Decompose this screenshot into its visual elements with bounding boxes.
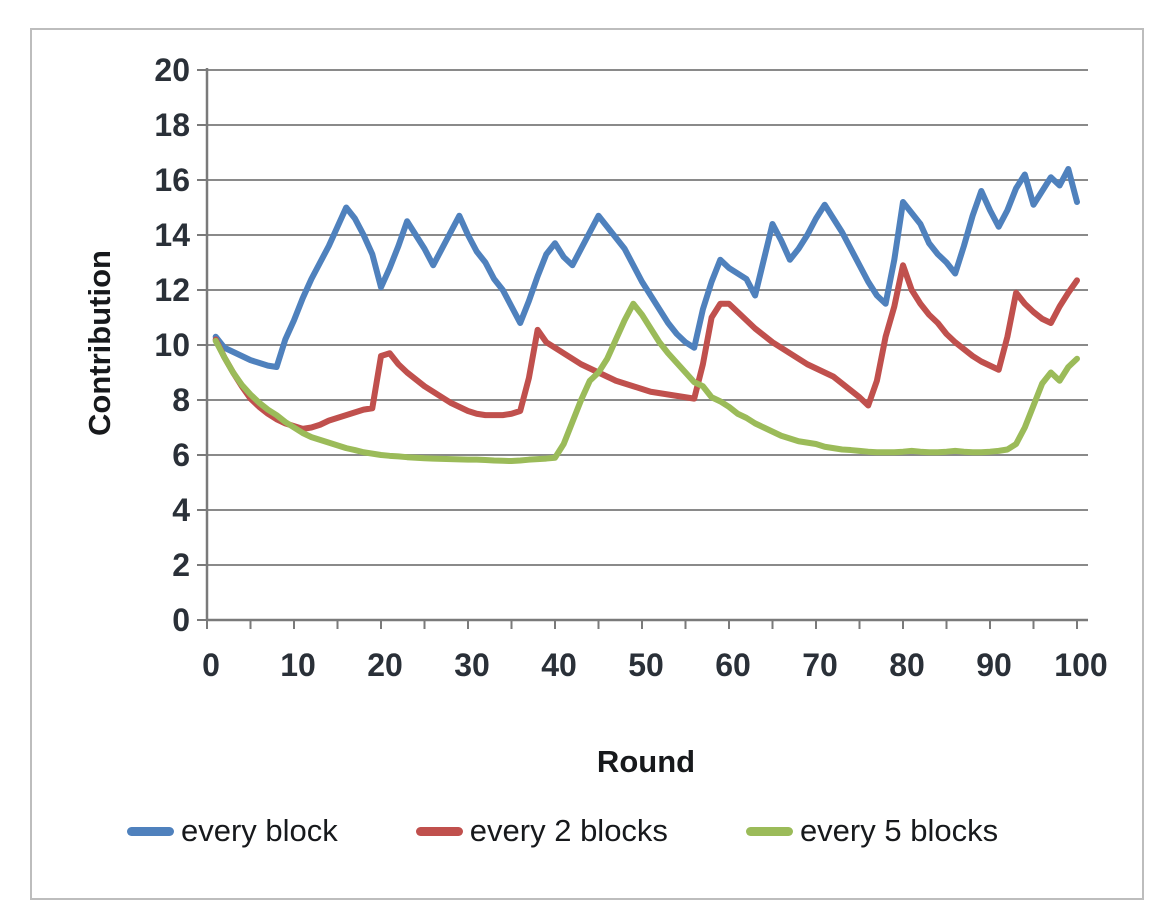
svg-text:30: 30: [454, 647, 490, 683]
legend-label: every block: [181, 813, 338, 848]
legend-swatch-red: [415, 826, 463, 836]
legend-item-every-2-blocks: every 2 blocks: [415, 813, 668, 849]
legend-swatch-green: [745, 826, 793, 836]
axes: [197, 68, 1088, 629]
svg-text:0: 0: [202, 647, 220, 683]
legend-swatch-blue: [127, 826, 174, 836]
svg-text:20: 20: [367, 647, 403, 683]
svg-text:40: 40: [541, 647, 577, 683]
svg-text:100: 100: [1054, 647, 1107, 683]
svg-text:50: 50: [628, 647, 664, 683]
svg-text:70: 70: [802, 647, 838, 683]
svg-text:14: 14: [154, 217, 190, 253]
legend-item-every-block: every block: [127, 813, 338, 849]
svg-text:80: 80: [889, 647, 925, 683]
svg-text:2: 2: [172, 547, 190, 583]
gridlines: [207, 69, 1088, 566]
legend-item-every-5-blocks: every 5 blocks: [745, 813, 999, 849]
svg-text:18: 18: [154, 107, 190, 143]
svg-text:10: 10: [280, 647, 316, 683]
legend: every block every 2 blocks every 5 block…: [127, 813, 998, 849]
svg-text:90: 90: [976, 647, 1012, 683]
svg-text:16: 16: [154, 162, 190, 198]
legend-label: every 5 blocks: [799, 813, 999, 848]
svg-text:4: 4: [172, 492, 190, 528]
legend-label: every 2 blocks: [469, 813, 668, 848]
svg-text:0: 0: [172, 602, 190, 638]
svg-text:60: 60: [715, 647, 751, 683]
x-axis-title: Round: [596, 744, 696, 779]
svg-text:12: 12: [154, 272, 190, 308]
svg-text:8: 8: [172, 382, 190, 418]
chart-frame: [30, 28, 1144, 900]
data-series: [212, 166, 1080, 465]
tick-labels: 0 2 4 6 8 10 12 14 16 18 20 0 10 20 30 40 50 60 70 80 90 100: [154, 52, 1107, 683]
svg-text:10: 10: [154, 327, 190, 363]
svg-text:6: 6: [172, 437, 190, 473]
y-axis-title: Contribution: [82, 250, 117, 436]
svg-text:20: 20: [154, 52, 190, 88]
